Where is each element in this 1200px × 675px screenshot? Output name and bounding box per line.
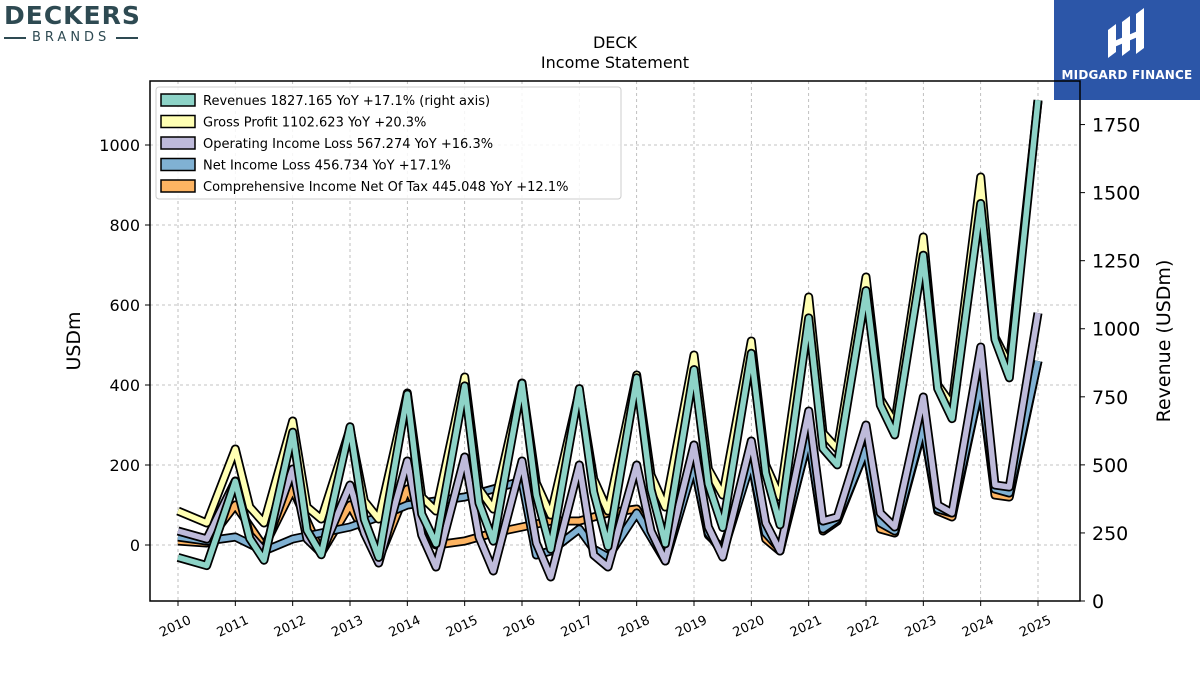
y-tick-label: 200	[109, 456, 140, 475]
x-tick-label: 2022	[845, 613, 881, 641]
x-tick-label: 2024	[960, 613, 996, 641]
y-tick-label: 1000	[99, 136, 140, 155]
x-tick-label: 2011	[215, 613, 251, 641]
y2-tick-label: 250	[1092, 523, 1128, 545]
x-tick-label: 2023	[903, 613, 939, 641]
y2-tick-label: 500	[1092, 455, 1128, 477]
chart-title: DECK	[593, 33, 638, 52]
x-tick-label: 2010	[157, 613, 193, 641]
midgard-emblem-icon	[1108, 8, 1144, 58]
x-tick-label: 2012	[272, 613, 308, 641]
deckers-brands-logo: DECKERS BRANDS	[4, 2, 160, 52]
y-axis-label: USDm	[63, 311, 85, 370]
series-revenues	[176, 99, 1043, 571]
x-tick-label: 2014	[387, 613, 423, 641]
legend-label: Gross Profit 1102.623 YoY +20.3%	[203, 116, 426, 131]
logo-subtext: BRANDS	[32, 30, 111, 45]
logo-rule-left	[4, 37, 26, 39]
x-axis: 2010 2011 2012 2013 2014 2015 2016 2017 2018 2019…	[157, 601, 1054, 641]
plot-frame	[149, 80, 1081, 602]
legend-swatch	[160, 136, 196, 150]
y2-tick-label: 750	[1092, 387, 1128, 409]
legend-swatch	[160, 114, 196, 129]
x-tick-label: 2020	[731, 613, 767, 641]
x-tick-label: 2015	[444, 613, 480, 641]
y-tick-label: 800	[109, 216, 140, 235]
x-tick-label: 2021	[788, 613, 824, 641]
logo-sub-row: BRANDS	[4, 30, 160, 46]
y-tick-label: 0	[130, 536, 140, 555]
y2-tick-label: 1500	[1092, 183, 1140, 205]
y2-tick-label: 1250	[1092, 251, 1140, 273]
right-axis: 0 250 500 750 1000 1250 1500 1750	[1080, 115, 1140, 613]
legend-label: Net Income Loss 456.734 YoY +17.1%	[203, 159, 451, 174]
legend-label: Operating Income Loss 567.274 YoY +16.3%	[203, 137, 493, 152]
y2-tick-label: 0	[1092, 591, 1104, 613]
series-lines	[176, 99, 1043, 582]
series-line	[177, 99, 1041, 569]
chart-legend: Revenues 1827.165 YoY +17.1% (right axis…	[155, 86, 622, 200]
x-tick-label: 2017	[559, 613, 595, 641]
y2-axis-label: Revenue (USDm)	[1153, 260, 1175, 423]
chart-subtitle: Income Statement	[541, 53, 689, 72]
x-tick-label: 2013	[329, 613, 365, 641]
badge-label: MIDGARD FINANCE	[1061, 68, 1193, 82]
logo-rule-right	[116, 37, 139, 39]
y2-tick-label: 1000	[1092, 319, 1140, 341]
midgard-finance-badge: MIDGARD FINANCE	[1054, 0, 1200, 100]
legend-swatch	[160, 157, 196, 172]
logo-name: DECKERS	[4, 1, 141, 30]
y-tick-label: 600	[109, 296, 140, 315]
x-tick-label: 2018	[616, 613, 652, 641]
legend-label: Comprehensive Income Net Of Tax 445.048 …	[203, 180, 568, 195]
legend-swatch	[160, 179, 196, 193]
x-tick-label: 2016	[501, 613, 537, 641]
x-tick-label: 2025	[1017, 613, 1053, 641]
left-axis: 0 200 400 600 800 1000	[99, 136, 150, 555]
legend-label: Revenues 1827.165 YoY +17.1% (right axis…	[203, 94, 490, 109]
legend-swatch	[160, 93, 196, 107]
x-tick-label: 2019	[673, 613, 709, 641]
y-tick-label: 400	[109, 376, 140, 395]
y2-tick-label: 1750	[1092, 115, 1140, 137]
legend-box	[155, 86, 622, 200]
